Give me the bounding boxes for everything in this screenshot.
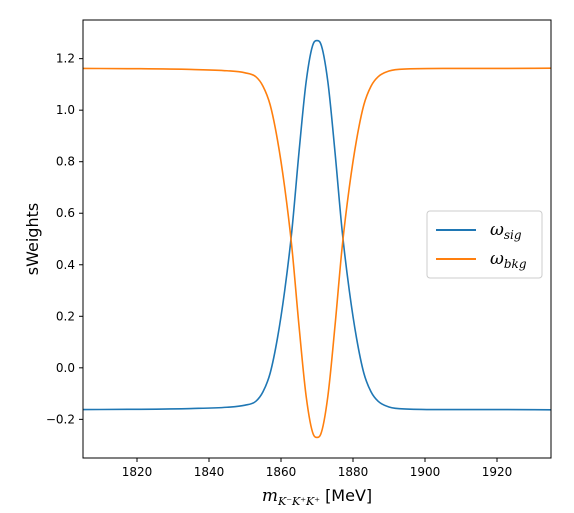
x-tick-label: 1900 [410,465,441,479]
plot-frame [82,19,552,459]
x-tick-label: 1880 [338,465,369,479]
legend-label-sig-sub: sig [504,228,522,242]
y-tick-label: 0.0 [56,361,75,375]
series-line-bkg [83,67,551,439]
y-tick-label: 0.2 [56,309,75,323]
x-tick-label: 1920 [482,465,513,479]
x-tick-label: 1820 [122,465,153,479]
y-tick-label: 0.4 [56,258,75,272]
legend-label-bkg-sub: bkg [504,257,527,271]
x-tick-label: 1840 [194,465,225,479]
y-tick-label: 0.8 [56,155,75,169]
legend-label-sig: ωsig [490,220,522,242]
legend-label-bkg: ωbkg [490,249,527,271]
legend-label-sig-main: ω [490,220,504,240]
y-axis-title: sWeights [23,203,42,275]
y-tick-label: 1.2 [56,52,75,66]
x-axis-title-unit: [MeV] [325,486,372,505]
x-tick-label: 1860 [266,465,297,479]
legend-box [426,210,543,279]
x-axis-title: mK⁻K⁺K⁺ [MeV] [262,486,372,508]
series-line-sig [83,39,551,411]
y-tick-label: 1.0 [56,103,75,117]
x-axis-title-main: m [262,486,278,506]
legend-label-bkg-main: ω [490,249,504,269]
x-axis-title-sub: K⁻K⁺K⁺ [277,495,320,508]
y-tick-label: 0.6 [56,206,75,220]
legend: ωsig ωbkg [426,210,543,279]
y-tick-label: −0.2 [46,412,75,426]
